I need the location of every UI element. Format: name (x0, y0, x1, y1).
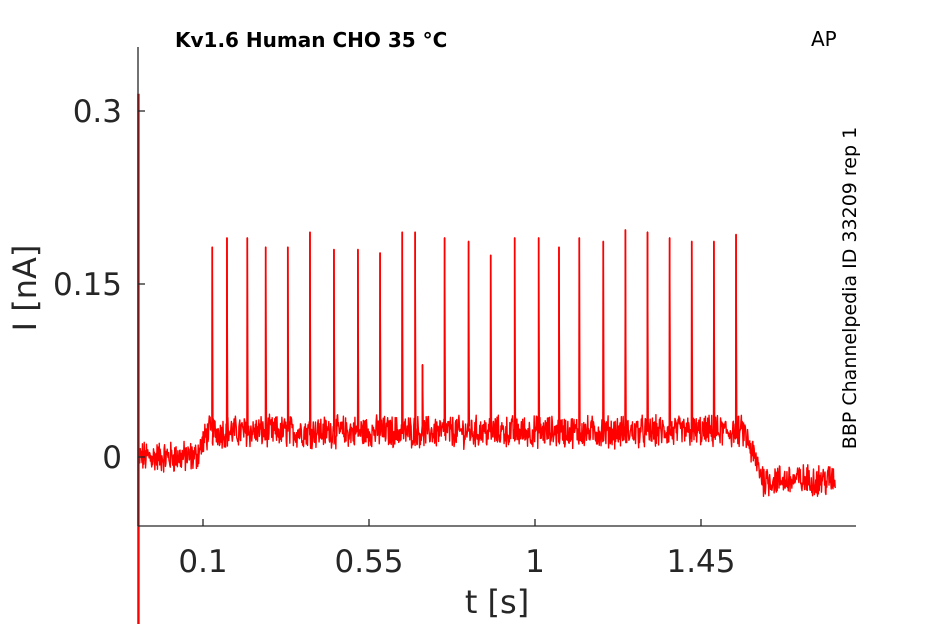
x-tick-label: 0.1 (178, 544, 227, 580)
y-axis-label: I [nA] (6, 245, 44, 332)
trace-line (137, 229, 836, 498)
y-tick-label: 0 (102, 440, 122, 476)
x-tick-label: 0.55 (334, 544, 403, 580)
y-tick-label: 0.15 (53, 267, 122, 303)
side-label: BBP Channelpedia ID 33209 rep 1 (839, 127, 861, 449)
y-ticks: 0 0.15 0.3 (53, 94, 145, 476)
corner-label: AP (811, 27, 837, 51)
x-ticks: 0.1 0.55 1 1.45 (178, 519, 736, 580)
chart-title: Kv1.6 Human CHO 35 °C (175, 28, 447, 52)
current-trace (137, 93, 836, 624)
x-axis-label: t [s] (465, 583, 529, 621)
x-tick-label: 1 (525, 544, 545, 580)
x-tick-label: 1.45 (666, 544, 735, 580)
y-tick-label: 0.3 (73, 94, 122, 130)
